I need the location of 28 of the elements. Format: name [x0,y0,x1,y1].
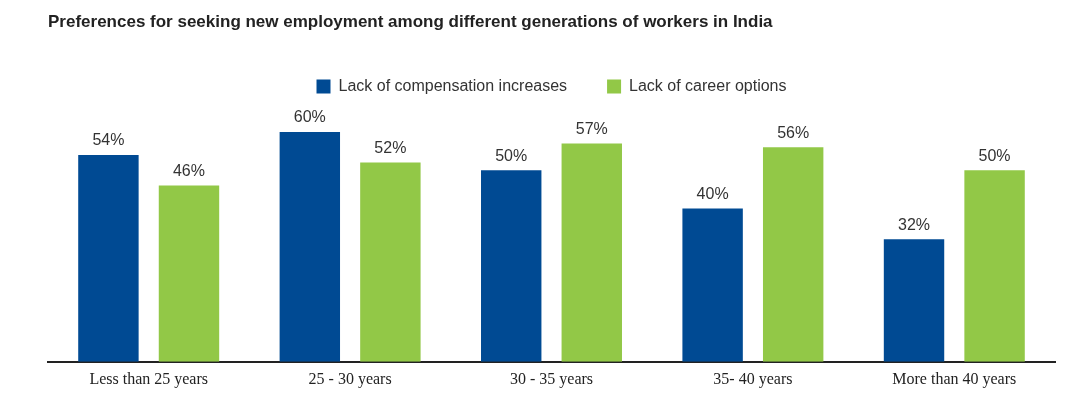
x-tick-label: 25 - 30 years [308,369,392,388]
bar [762,147,824,362]
legend-label: Lack of career options [629,76,787,94]
bar [964,170,1025,362]
x-tick-label: 30 - 35 years [509,369,594,388]
bar [78,154,139,362]
bar [158,185,220,362]
data-label: 54% [92,131,125,149]
data-label: 46% [172,162,205,180]
bar [481,170,542,362]
data-label: 57% [575,119,608,137]
data-label: 60% [293,108,326,126]
x-tick-label: 35- 40 years [713,369,793,388]
x-tick-label: More than 40 years [892,369,1017,388]
bar [279,131,341,362]
legend-label: Lack of compensation increases [338,76,568,94]
data-label: 52% [374,139,407,157]
chart-title: Preferences for seeking new employment among different generations of workers in India [48,11,774,31]
data-label: 50% [978,146,1011,164]
data-label: 50% [495,146,528,164]
bar [883,239,945,362]
data-label: 40% [696,184,729,202]
data-label: 32% [898,215,931,233]
data-label: 56% [777,123,810,141]
bar [561,143,622,362]
bar [682,208,743,362]
bar [360,162,421,362]
x-tick-label: Less than 25 years [89,369,209,388]
